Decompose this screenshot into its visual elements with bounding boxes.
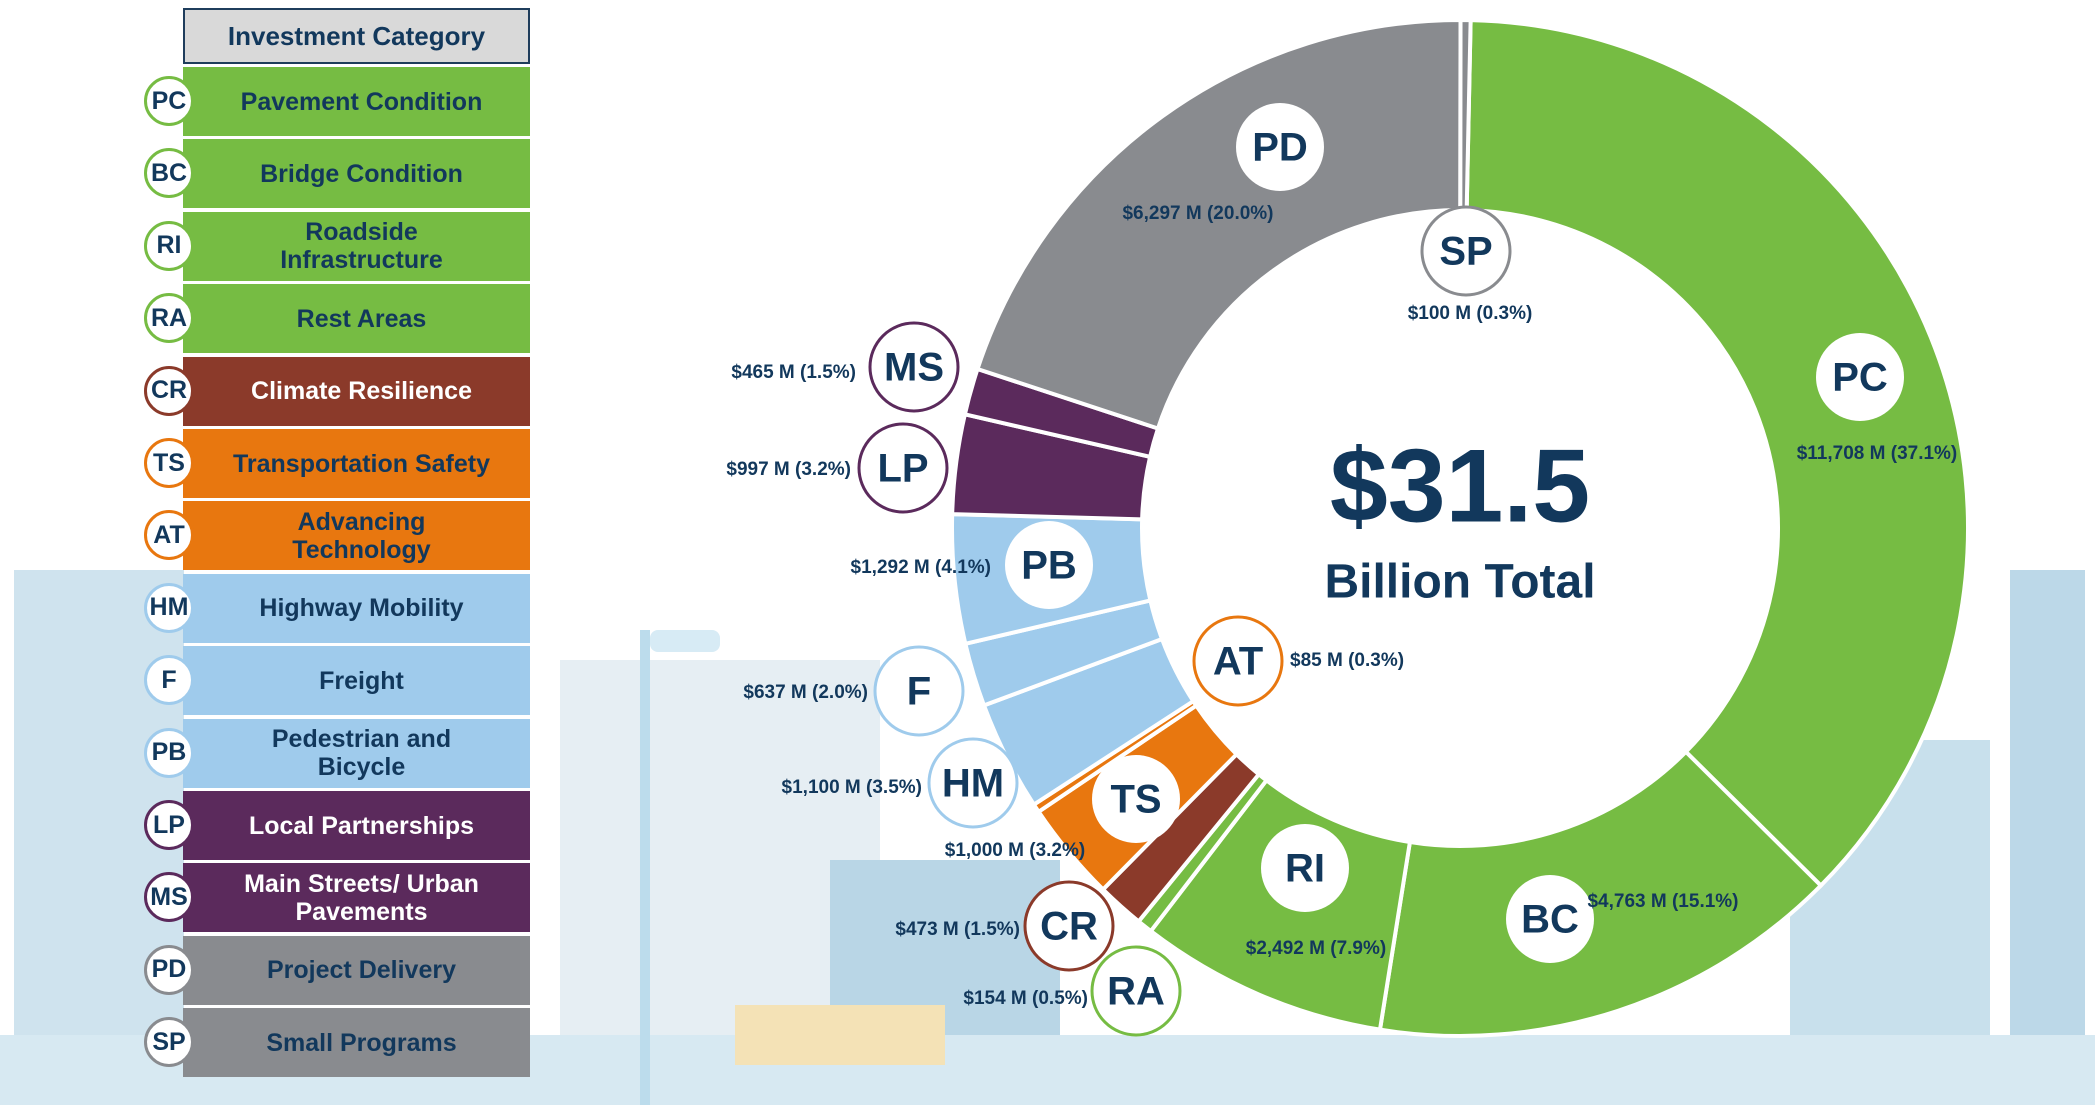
legend-item: Local Partnerships	[183, 791, 530, 860]
segments	[950, 17, 1970, 1038]
bench	[735, 1005, 945, 1065]
building	[2010, 570, 2085, 1105]
segment-badge	[1236, 103, 1324, 191]
legend-abbreviation: F	[144, 655, 194, 706]
value-label: $1,100 M (3.5%)	[782, 777, 922, 798]
legend-item: Climate Resilience	[183, 356, 530, 426]
legend-abbreviation: PD	[144, 944, 194, 995]
legend-title: Investment Category	[183, 8, 530, 64]
legend-item: Highway Mobility	[183, 573, 530, 643]
segment-badge	[1092, 755, 1180, 843]
segment-abbreviation: AT	[1213, 640, 1263, 684]
legend-abbreviation: HM	[144, 582, 194, 633]
segment-badge	[868, 321, 960, 413]
legend-item: Pavement Condition	[183, 67, 530, 136]
legend-item: Rest Areas	[183, 284, 530, 354]
donut-segment	[1458, 17, 1473, 213]
donut-segment	[1464, 18, 1970, 889]
legend-item: Small Programs	[183, 1008, 530, 1078]
segment-badge	[927, 737, 1019, 829]
legend-abbreviation: PB	[144, 727, 194, 778]
segment-badge	[1816, 333, 1904, 421]
segment-abbreviation: SP	[1439, 230, 1492, 274]
legend-abbreviation: CR	[144, 365, 194, 416]
segment-abbreviation: PB	[1021, 544, 1077, 588]
value-label: $473 M (1.5%)	[895, 919, 1020, 940]
segment-badge	[1090, 945, 1182, 1037]
segment-abbreviation: PD	[1252, 126, 1308, 170]
value-label: $11,708 M (37.1%)	[1797, 443, 1958, 464]
center-value: $31.5	[1330, 428, 1590, 544]
value-label: $1,000 M (3.2%)	[945, 840, 1085, 861]
legend-abbreviation: SP	[144, 1017, 194, 1068]
legend-item: Project Delivery	[183, 935, 530, 1005]
segment-abbreviation: MS	[884, 346, 944, 390]
segment-abbreviation: LP	[877, 447, 928, 491]
segment-abbreviation: PC	[1832, 356, 1888, 400]
legend-abbreviation: TS	[144, 438, 194, 488]
legend-item: Advancing Technology	[183, 501, 530, 571]
legend: Investment Category Pavement Condition PC…	[0, 0, 560, 1105]
value-label: $6,297 M (20.0%)	[1122, 203, 1273, 224]
segment-abbreviation: RI	[1285, 847, 1325, 891]
legend-abbreviation: RA	[144, 293, 194, 344]
value-label: $85 M (0.3%)	[1290, 650, 1404, 671]
legend-item: Roadside Infrastructure	[183, 211, 530, 281]
center-label: Billion Total	[1324, 556, 1595, 609]
donut-segment	[1377, 749, 1824, 1038]
segment-badge	[1192, 615, 1284, 707]
segment-abbreviation: BC	[1521, 898, 1579, 942]
legend-abbreviation: AT	[144, 510, 194, 561]
value-label: $997 M (3.2%)	[726, 459, 851, 480]
legend-abbreviation: RI	[144, 220, 194, 271]
legend-item: Main Streets/ Urban Pavements	[183, 863, 530, 933]
value-label: $2,492 M (7.9%)	[1246, 938, 1386, 959]
segment-abbreviation: CR	[1040, 905, 1098, 949]
value-label: $4,763 M (15.1%)	[1587, 891, 1738, 912]
segment-badge	[1506, 875, 1594, 963]
segment-abbreviation: RA	[1107, 970, 1165, 1014]
legend-abbreviation: LP	[144, 800, 194, 850]
legend-item: Freight	[183, 646, 530, 716]
segment-abbreviation: F	[907, 670, 931, 714]
legend-item: Transportation Safety	[183, 429, 530, 498]
lamp-head	[650, 630, 720, 652]
legend-item: Bridge Condition	[183, 139, 530, 209]
value-label: $465 M (1.5%)	[731, 362, 856, 383]
legend-abbreviation: MS	[144, 872, 194, 923]
segment-badge	[873, 645, 965, 737]
segment-badge	[857, 422, 949, 514]
donut-segment	[974, 18, 1463, 432]
value-label: $100 M (0.3%)	[1408, 303, 1533, 324]
legend-item: Pedestrian and Bicycle	[183, 718, 530, 788]
segment-abbreviation: TS	[1110, 778, 1161, 822]
value-label: $154 M (0.5%)	[963, 988, 1088, 1009]
lamp-post	[640, 630, 650, 1105]
value-label: $1,292 M (4.1%)	[851, 557, 991, 578]
legend-abbreviation: PC	[144, 76, 194, 126]
segment-badge	[1261, 824, 1349, 912]
segment-badge	[1420, 205, 1512, 297]
segment-abbreviation: HM	[942, 762, 1004, 806]
legend-abbreviation: BC	[144, 148, 194, 199]
segment-badge	[1005, 521, 1093, 609]
segment-badge	[1023, 880, 1115, 972]
value-label: $637 M (2.0%)	[743, 682, 868, 703]
